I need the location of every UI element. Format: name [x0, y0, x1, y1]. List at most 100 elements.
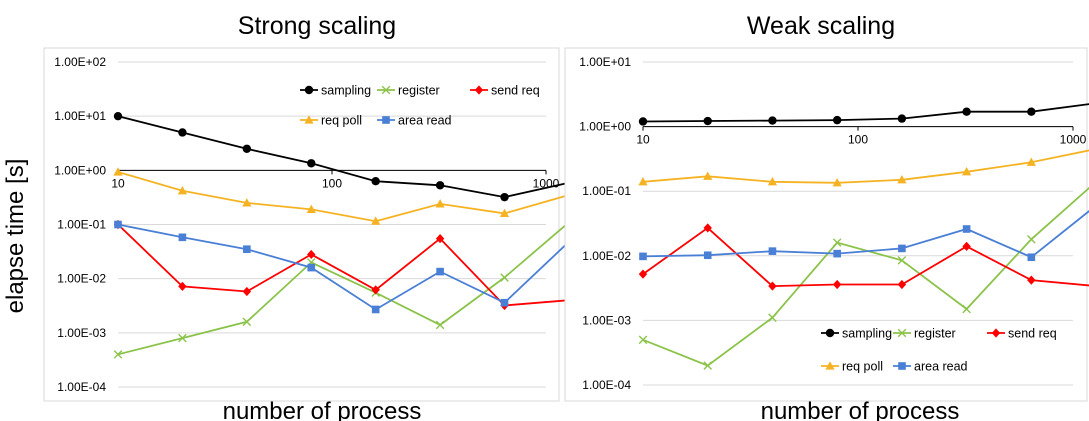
y-tick-label: 1.00E+02 — [54, 55, 106, 69]
legend-marker — [825, 328, 835, 338]
series-line-area-read — [642, 210, 1089, 259]
data-point-send-req — [435, 233, 445, 244]
legend-marker — [474, 85, 484, 95]
data-point-register — [897, 256, 907, 265]
chart-title: Weak scaling — [747, 12, 895, 40]
y-tick-label: 1.00E-04 — [57, 380, 106, 394]
data-point-send-req — [371, 285, 380, 295]
data-point-register — [435, 320, 445, 330]
data-point-sampling — [178, 128, 187, 137]
series-req-poll — [638, 149, 1089, 187]
y-tick-label: 1.00E-01 — [57, 218, 106, 232]
chart-title: Strong scaling — [238, 12, 396, 40]
data-point-send-req — [832, 279, 842, 290]
weak-scaling-chart: Weak scaling number of process 1.00E+01 1… — [564, 12, 1089, 421]
data-point-sampling — [638, 117, 648, 126]
legend-item-sampling: sampling — [300, 84, 371, 98]
legend-label: sampling — [842, 327, 892, 341]
marker-x-stroke — [962, 304, 971, 314]
strong-scaling-chart: Strong scaling number of process 1.00E+0… — [43, 12, 574, 421]
data-point-area-read — [114, 220, 122, 229]
marker-x-stroke — [435, 320, 445, 330]
legend-marker — [304, 115, 314, 124]
legend-label: register — [914, 327, 956, 341]
series-line-sampling — [117, 115, 570, 199]
marker-x-stroke — [1027, 235, 1036, 244]
chart-area-border — [564, 47, 1088, 402]
data-point-req-poll — [499, 208, 510, 218]
series-line-send-req — [117, 223, 569, 307]
marker-x-stroke — [178, 333, 187, 343]
x-axis-label: number of process — [223, 398, 422, 421]
data-point-register — [500, 273, 509, 282]
series-sampling — [638, 103, 1089, 126]
data-point-send-req — [638, 269, 648, 279]
data-point-send-req — [307, 249, 316, 260]
data-point-sampling — [703, 116, 712, 126]
y-tick-label: 1.00E+00 — [579, 120, 631, 134]
legend-item-req-poll: req poll — [821, 360, 883, 374]
legend-item-sampling: sampling — [821, 327, 892, 341]
y-tick-label: 1.00E-02 — [57, 272, 106, 286]
marker-x-stroke — [242, 317, 252, 327]
data-point-req-poll — [767, 176, 778, 186]
marker-x-stroke — [897, 256, 907, 265]
data-point-send-req — [703, 223, 712, 233]
legend-item-area-read: area read — [377, 114, 452, 128]
data-point-area-read — [768, 247, 777, 255]
data-point-area-read — [371, 305, 380, 314]
series-line-register — [117, 221, 570, 356]
data-point-register — [178, 333, 187, 343]
legend: sampling register send req req poll area rea… — [821, 327, 1057, 374]
x-tick-label: 100 — [322, 176, 342, 190]
legend-label: send req — [1008, 327, 1057, 341]
data-point-area-read — [962, 225, 971, 233]
data-point-send-req — [962, 241, 971, 251]
data-point-sampling — [897, 114, 907, 123]
legend-marker — [381, 85, 391, 95]
data-point-req-poll — [371, 216, 381, 225]
data-point-sampling — [832, 115, 842, 125]
legend-item-register: register — [377, 84, 440, 98]
series-line-req-poll — [117, 171, 570, 223]
data-point-req-poll — [435, 199, 445, 208]
data-point-area-read — [703, 251, 712, 260]
marker-x-stroke — [832, 238, 842, 247]
series-line-area-read — [117, 223, 570, 311]
data-point-send-req — [768, 281, 777, 291]
data-point-area-read — [1027, 253, 1036, 262]
data-point-req-poll — [897, 175, 907, 184]
data-point-req-poll — [113, 167, 123, 176]
legend-label: area read — [914, 360, 968, 374]
data-point-area-read — [436, 267, 444, 276]
data-point-register — [703, 361, 713, 370]
data-point-req-poll — [832, 177, 842, 187]
legend-marker — [304, 85, 314, 95]
x-tick-label: 1000 — [1060, 133, 1087, 147]
series-line-sampling — [642, 103, 1089, 123]
data-point-area-read — [639, 252, 647, 261]
data-point-area-read — [307, 263, 316, 272]
data-point-area-read — [500, 298, 509, 307]
data-point-sampling — [307, 159, 316, 168]
data-point-req-poll — [638, 176, 648, 186]
data-point-req-poll — [1026, 157, 1036, 166]
data-point-sampling — [1027, 107, 1036, 116]
marker-x-stroke — [500, 273, 509, 282]
legend-marker — [991, 328, 1001, 338]
series-line-send-req — [642, 226, 1089, 288]
legend-item-area-read: area read — [893, 360, 968, 374]
series-req-poll — [113, 167, 574, 225]
marker-x-stroke — [897, 328, 907, 338]
legend-marker — [897, 328, 907, 338]
marker-x-stroke — [113, 350, 123, 359]
legend-marker — [382, 116, 390, 124]
data-point-send-req — [242, 286, 252, 297]
y-tick-label: 1.00E-03 — [57, 326, 106, 340]
data-point-register — [962, 304, 971, 314]
data-point-register — [242, 317, 252, 327]
legend-item-send-req: send req — [987, 327, 1057, 341]
y-tick-label: 1.00E-03 — [582, 313, 631, 327]
y-tick-label: 1.00E+01 — [54, 109, 106, 123]
